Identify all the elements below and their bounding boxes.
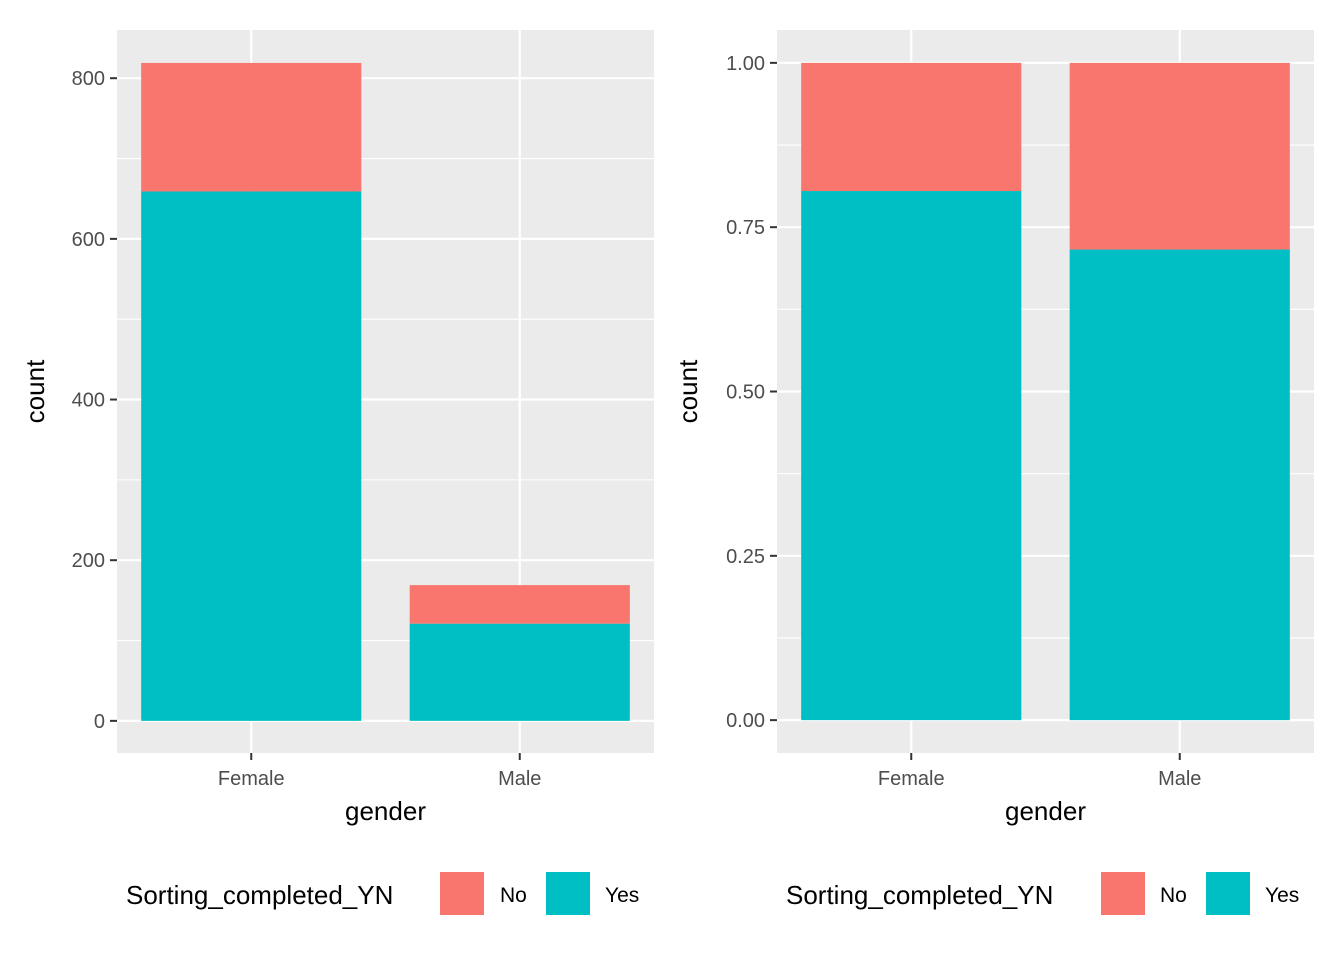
legend-swatch-no [440,872,484,915]
bar-yes-male [409,623,630,721]
bar-no-male [409,585,630,624]
y-axis-title: count [20,359,50,423]
legend-label-no: No [500,884,527,907]
y-tick-label: 1.00 [726,53,765,75]
x-tick-label: Male [498,768,541,790]
y-tick-label: 0.75 [726,217,765,239]
x-axis-title: gender [1005,796,1086,826]
legend-label-yes: Yes [1265,884,1299,907]
y-axis-title: count [673,359,703,423]
legend-label-no: No [1160,884,1187,907]
bar-no-female [801,62,1022,192]
legend-title: Sorting_completed_YN [786,880,1053,910]
bar-yes-female [141,191,362,721]
chart-panel-proportion: 0.00 0.25 0.50 0.75 1.00 Female Male gender coun… [673,30,1314,915]
y-tick-label: 0 [94,711,105,733]
legend-title: Sorting_completed_YN [126,880,393,910]
legend-swatch-no [1101,872,1145,915]
legend-label-yes: Yes [605,884,639,907]
y-tick-label: 800 [72,68,105,90]
x-tick-label: Female [218,768,285,790]
y-tick-label: 0.50 [726,382,765,404]
chart-panel-count: 0 200 400 600 800 Female Male gender count Sortin… [20,30,654,915]
y-tick-label: 0.25 [726,546,765,568]
x-tick-label: Female [878,768,945,790]
y-tick-label: 0.00 [726,710,765,732]
legend: Sorting_completed_YN No Yes [786,872,1299,915]
legend-swatch-yes [546,872,590,915]
bar-yes-male [1069,249,1290,721]
bar-yes-female [801,191,1022,721]
legend: Sorting_completed_YN No Yes [126,872,639,915]
y-tick-label: 200 [72,550,105,572]
bar-no-male [1069,62,1290,250]
legend-swatch-yes [1206,872,1250,915]
x-tick-label: Male [1158,768,1201,790]
x-axis-title: gender [345,796,426,826]
y-tick-label: 600 [72,229,105,251]
bar-no-female [141,62,362,192]
y-tick-label: 400 [72,390,105,412]
